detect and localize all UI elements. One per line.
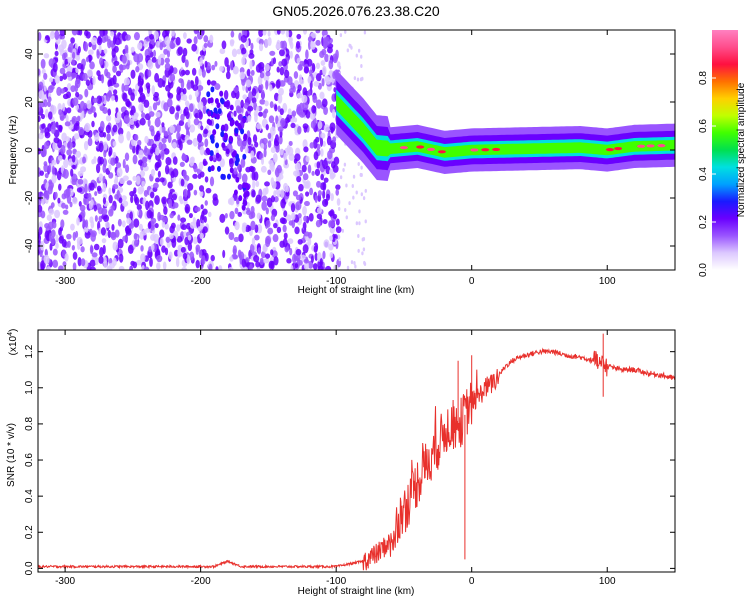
figure-title: GN05.2026.076.23.38.C20 [272,3,440,19]
snr-x-label: Height of straight line (km) [298,586,415,597]
colorbar-gradient [712,30,738,270]
spectrogram-x-tick-label: -100 [326,276,346,287]
snr-x-tick-label: -200 [191,576,211,587]
snr-x-tick-label: 0 [469,576,475,587]
spectrogram-x-label: Height of straight line (km) [298,285,415,296]
spectrogram-image [38,30,675,270]
spectrogram-y-tick-label: -40 [24,238,35,253]
spectrogram-y-label: Frequency (Hz) [8,116,19,185]
snr-x-tick-label: -300 [55,576,75,587]
snr-panel: -300 -200 -100 0 100 0.0 0.2 0.4 0.6 0.8 1.0 1.2 H… [6,329,676,597]
colorbar-tick-label: 0.2 [698,215,709,229]
snr-y-tick-label: 0.2 [24,525,35,539]
colorbar: 0.0 0.2 0.4 0.6 0.8 Normalized spectral ampl… [698,30,747,277]
spectrogram-y-tick-label: -20 [24,190,35,205]
spectrogram-x-tick-label: -200 [191,276,211,287]
snr-y-tick-label: 0.4 [24,489,35,503]
snr-y-tick-label: 1.2 [24,344,35,358]
spectrogram-x-ticks: -300 -200 -100 0 100 [55,30,616,287]
snr-y-label: SNR (10 * v/v) [6,423,17,487]
spectrogram-x-tick-label: 100 [599,276,616,287]
snr-y-tick-label: 0.6 [24,453,35,467]
colorbar-tick-label: 0.6 [698,119,709,133]
snr-series-line [38,333,675,571]
snr-y-tick-label: 0.0 [24,561,35,575]
snr-y-tick-label: 0.8 [24,417,35,431]
spectrogram-x-tick-label: -300 [55,276,75,287]
colorbar-tick-label: 0.4 [698,167,709,181]
spectrogram-y-tick-label: 0 [24,147,35,153]
spectrogram-x-tick-label: 0 [469,276,475,287]
snr-frame [37,329,676,573]
colorbar-label: Normalized spectral amplitude [736,82,747,217]
snr-y-ticks: 0.0 0.2 0.4 0.6 0.8 1.0 1.2 [24,344,675,575]
colorbar-tick-label: 0.0 [698,263,709,277]
snr-x-tick-label: 100 [599,576,616,587]
colorbar-ticks: 0.0 0.2 0.4 0.6 0.8 [698,71,716,277]
snr-y-tick-label: 1.0 [24,380,35,394]
spectrogram-y-tick-label: 20 [24,96,35,108]
snr-x-tick-label: -100 [326,576,346,587]
snr-x-ticks: -300 -200 -100 0 100 [55,330,616,587]
colorbar-tick-label: 0.8 [698,71,709,85]
snr-multiplier: (x104) [7,329,19,356]
spectrogram-y-tick-label: 40 [24,48,35,60]
spectrogram-y-ticks: -40 -20 0 20 40 [24,48,675,253]
